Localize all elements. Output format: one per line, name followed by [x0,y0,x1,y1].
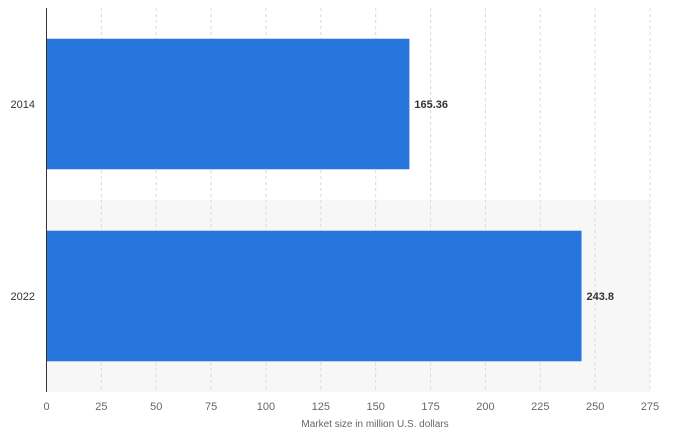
x-tick-labels: 0 25 50 75 100 125 150 175 200 225 250 275 [43,401,659,413]
category-labels: 2014 2022 [11,99,35,303]
bar-2014 [46,38,410,170]
x-axis-title: Market size in million U.S. dollars [301,419,448,430]
bars [46,38,582,362]
category-label: 2014 [11,99,35,111]
x-tick-label: 125 [312,401,330,413]
data-label: 165.36 [414,99,448,111]
x-tick-label: 50 [150,401,162,413]
x-tick-label: 75 [205,401,217,413]
x-tick-label: 0 [43,401,49,413]
x-tick-label: 175 [421,401,439,413]
x-tick-label: 225 [531,401,549,413]
x-tick-label: 200 [476,401,494,413]
x-tick-label: 250 [586,401,604,413]
data-labels: 165.36 243.8 [414,99,614,303]
x-tick-label: 100 [257,401,275,413]
category-label: 2022 [11,291,35,303]
x-tick-label: 150 [367,401,385,413]
x-tick-label: 25 [95,401,107,413]
bar-2022 [46,230,582,362]
data-label: 243.8 [587,291,615,303]
x-tick-label: 275 [641,401,659,413]
